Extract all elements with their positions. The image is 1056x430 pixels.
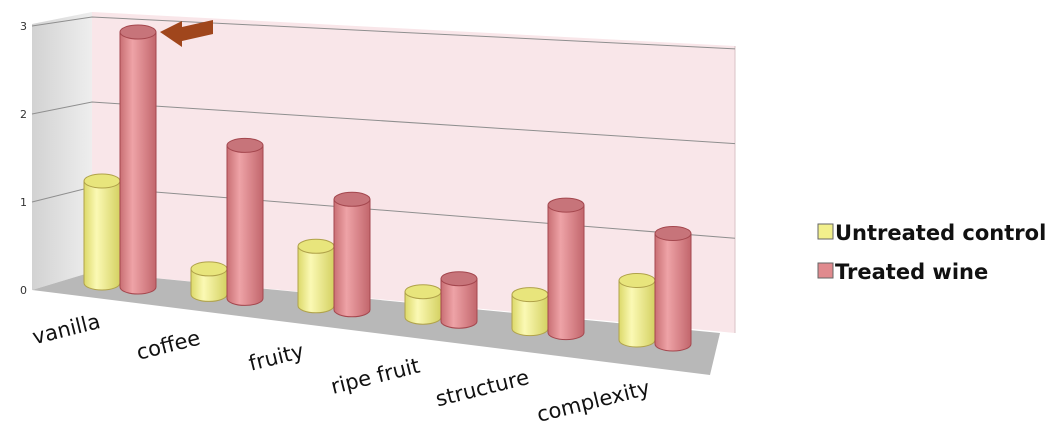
side-wall — [32, 12, 92, 290]
bar-untreated-fruity — [297, 238, 335, 314]
annotation-arrow — [160, 20, 213, 47]
bar-untreated-complexity — [618, 273, 656, 348]
bar-treated-coffee — [226, 137, 264, 306]
legend-item-treated: Treated wine — [817, 260, 988, 284]
gridline-3 — [31, 16, 736, 50]
legend-swatch-treated — [817, 262, 834, 279]
bars — [83, 24, 692, 352]
legend-item-untreated: Untreated control — [817, 221, 1046, 245]
category-label: fruity — [246, 339, 306, 376]
bar-treated-vanilla — [119, 24, 157, 295]
bar-untreated-coffee — [190, 261, 228, 302]
y-tick-label: 3 — [20, 20, 27, 33]
category-label: structure — [433, 365, 531, 411]
category-label: coffee — [134, 326, 203, 365]
legend-label-treated: Treated wine — [835, 260, 988, 284]
legend-label-untreated: Untreated control — [835, 221, 1046, 245]
bar-untreated-vanilla — [83, 173, 121, 291]
y-tick-label: 1 — [20, 196, 27, 209]
category-label: complexity — [534, 376, 652, 427]
bar-untreated-ripe-fruit — [404, 284, 442, 325]
bar-treated-fruity — [333, 191, 371, 318]
y-tick-label: 2 — [20, 108, 27, 121]
bar-treated-structure — [547, 197, 585, 341]
legend: Untreated control Treated wine — [817, 221, 1046, 284]
category-label: vanilla — [30, 309, 103, 349]
gridline-2 — [31, 101, 736, 145]
category-label: ripe fruit — [328, 354, 422, 399]
bar-treated-ripe-fruit — [440, 271, 478, 329]
bar-untreated-structure — [511, 287, 549, 337]
bar-treated-complexity — [654, 226, 692, 352]
y-axis-ticks: 0 1 2 3 — [20, 20, 27, 297]
legend-swatch-untreated — [817, 223, 834, 240]
y-tick-label: 0 — [20, 284, 27, 297]
